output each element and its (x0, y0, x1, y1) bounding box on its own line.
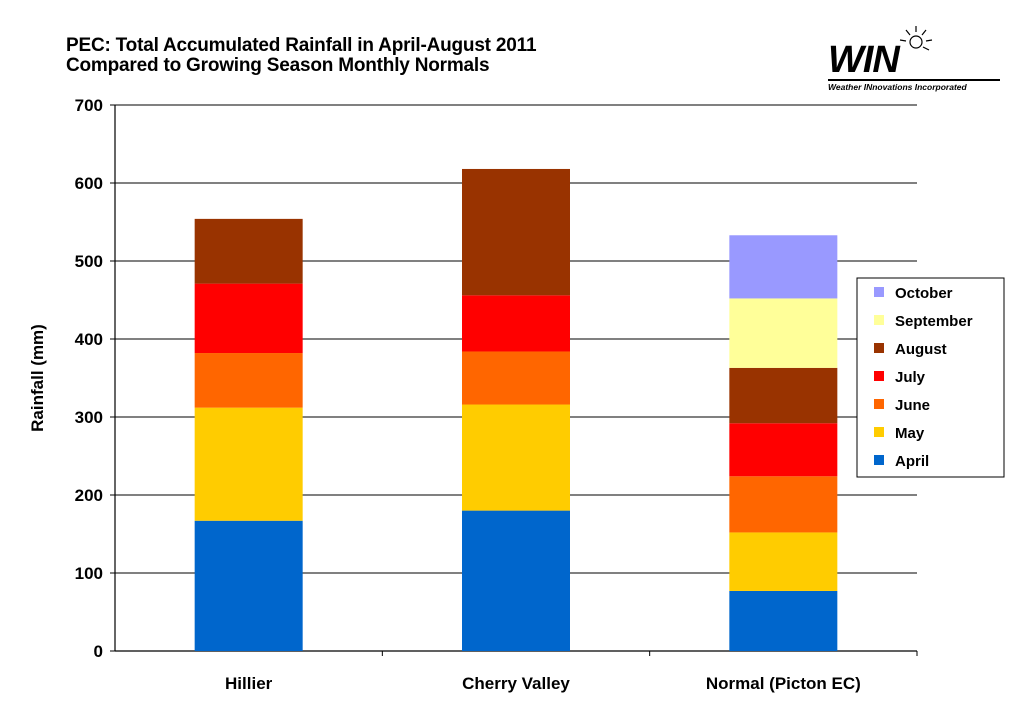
legend-label: September (895, 313, 973, 330)
bar-segment-july (194, 283, 303, 354)
legend-swatch-september (874, 315, 884, 325)
chart-title-line1: PEC: Total Accumulated Rainfall in April… (66, 35, 537, 56)
y-tick-label: 700 (75, 96, 103, 115)
legend-label: April (895, 453, 929, 470)
legend-label: June (895, 397, 930, 414)
bar-segment-october (729, 235, 838, 299)
x-category-label: Hillier (225, 674, 273, 693)
legend-swatch-june (874, 399, 884, 409)
y-axis-label: Rainfall (mm) (28, 324, 47, 432)
logo-text: WIN (828, 39, 900, 81)
x-category-label: Cherry Valley (462, 674, 570, 693)
bar-segment-june (729, 476, 838, 533)
bar-segment-april (194, 520, 303, 651)
legend-swatch-october (874, 287, 884, 297)
bar-segment-september (729, 298, 838, 368)
y-tick-label: 100 (75, 564, 103, 583)
bar-segment-april (729, 590, 838, 651)
bar-segment-july (462, 295, 570, 352)
legend-label: August (895, 341, 947, 358)
legend-label: July (895, 369, 926, 386)
legend-label: October (895, 285, 953, 302)
logo-tagline: Weather INnovations Incorporated (828, 79, 1000, 92)
y-tick-label: 300 (75, 408, 103, 427)
bar-segment-june (194, 353, 303, 408)
y-tick-label: 500 (75, 252, 103, 271)
x-category-label: Normal (Picton EC) (706, 674, 861, 693)
bar-segment-may (462, 404, 570, 511)
bar-segment-june (462, 351, 570, 405)
legend-swatch-may (874, 427, 884, 437)
sun-icon (899, 26, 933, 51)
bar-segment-august (194, 218, 303, 284)
legend-label: May (895, 425, 925, 442)
y-tick-label: 400 (75, 330, 103, 349)
bar-segment-august (729, 367, 838, 424)
y-tick-label: 600 (75, 174, 103, 193)
bar-segment-may (729, 532, 838, 591)
y-tick-label: 200 (75, 486, 103, 505)
legend-swatch-august (874, 343, 884, 353)
bar-segment-may (194, 407, 303, 521)
bar-segment-july (729, 423, 838, 477)
bar-segment-april (462, 510, 570, 651)
bar-segment-august (462, 168, 570, 296)
chart-title-line2: Compared to Growing Season Monthly Norma… (66, 55, 490, 76)
y-tick-label: 0 (94, 642, 103, 661)
legend-swatch-april (874, 455, 884, 465)
legend-swatch-july (874, 371, 884, 381)
win-logo: WIN Weather INnovations Incorporated (826, 22, 1006, 92)
chart-title: PEC: Total Accumulated Rainfall in April… (66, 35, 537, 76)
